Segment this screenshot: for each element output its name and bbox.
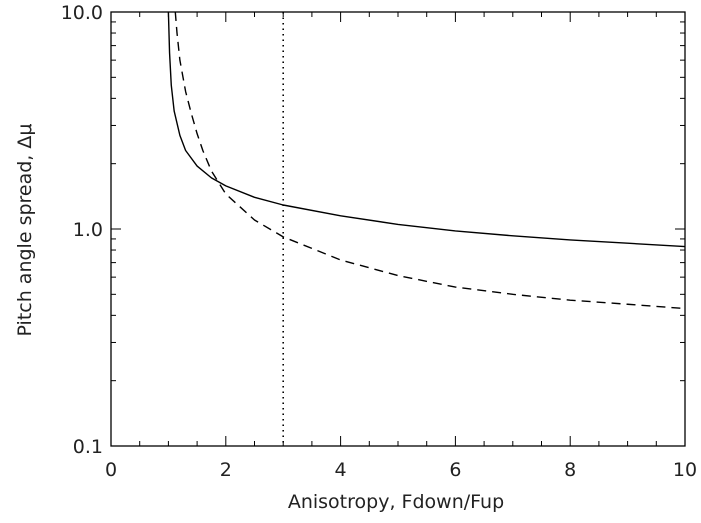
- x-tick-label: 8: [564, 459, 576, 481]
- ticks-group: [110, 11, 686, 447]
- series-group: [167, 12, 685, 446]
- plot-frame-group: [110, 11, 686, 447]
- plot-frame: [110, 11, 686, 447]
- x-tick-label: 0: [105, 459, 117, 481]
- solid-series-line: [167, 12, 685, 248]
- y-tick-label: 1.0: [73, 219, 103, 241]
- x-tick-label: 6: [449, 459, 461, 481]
- y-tick-label: 10.0: [61, 2, 103, 24]
- tick-labels-group: 0 2 4 6 8 10 0.1 1.0 10.0: [61, 2, 697, 481]
- x-tick-label: 4: [335, 459, 347, 481]
- y-tick-label: 0.1: [73, 436, 103, 458]
- x-tick-label: 2: [220, 459, 232, 481]
- y-axis-label: Pitch angle spread, Δμ: [14, 124, 36, 337]
- x-tick-label: 10: [673, 459, 697, 481]
- x-axis-label: Anisotropy, Fdown/Fup: [288, 491, 504, 513]
- dashed-series-line: [174, 12, 685, 310]
